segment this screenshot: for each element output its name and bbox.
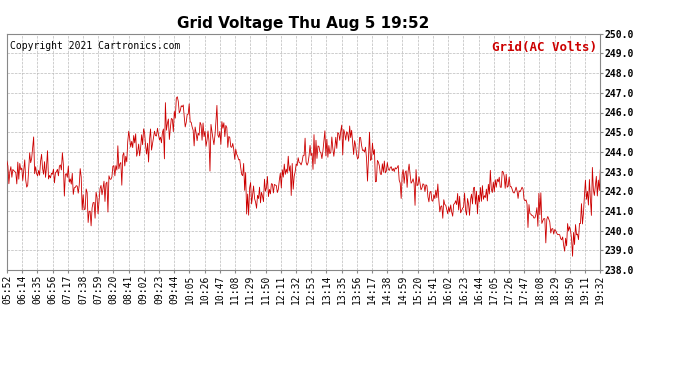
Text: Copyright 2021 Cartronics.com: Copyright 2021 Cartronics.com: [10, 41, 180, 51]
Title: Grid Voltage Thu Aug 5 19:52: Grid Voltage Thu Aug 5 19:52: [177, 16, 430, 31]
Text: Grid(AC Volts): Grid(AC Volts): [493, 41, 598, 54]
